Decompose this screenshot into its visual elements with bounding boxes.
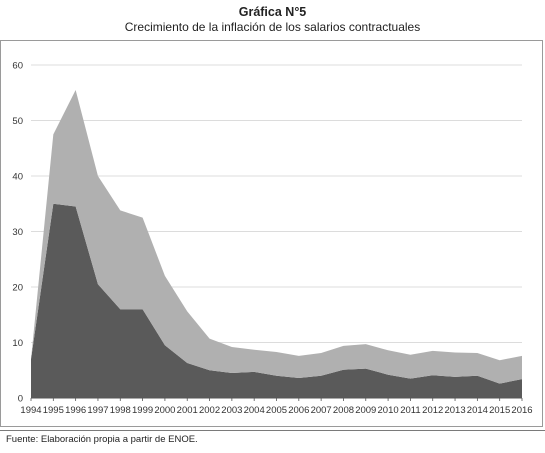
x-tick-label-15: 2009 [355, 405, 376, 416]
x-tick-label-7: 2001 [177, 405, 198, 416]
chart-subtitle: Crecimiento de la inflación de los salar… [124, 20, 421, 34]
area-series-1 [31, 89, 522, 384]
x-tick-label-16: 2010 [378, 405, 399, 416]
y-tick-label-2: 20 [12, 283, 23, 294]
area-series-0 [31, 203, 522, 398]
x-tick-label-3: 1997 [87, 405, 108, 416]
y-tick-label-3: 30 [12, 227, 23, 238]
y-tick-label-4: 40 [12, 172, 23, 183]
x-tick-label-18: 2012 [422, 405, 443, 416]
x-tick-label-13: 2007 [311, 405, 332, 416]
x-tick-label-5: 1999 [132, 405, 153, 416]
x-tick-label-0: 1994 [20, 405, 41, 416]
y-tick-label-0: 0 [18, 394, 23, 405]
x-tick-label-11: 2005 [266, 405, 287, 416]
y-tick-label-5: 50 [12, 116, 23, 127]
x-tick-label-6: 2000 [154, 405, 175, 416]
x-tick-label-2: 1996 [65, 405, 86, 416]
x-tick-label-17: 2011 [400, 405, 420, 416]
chart-frame [0, 40, 543, 427]
x-tick-label-4: 1998 [110, 405, 131, 416]
x-tick-label-1: 1995 [43, 405, 64, 416]
x-tick-label-9: 2003 [221, 405, 242, 416]
x-tick-label-20: 2014 [467, 405, 488, 416]
x-tick-label-22: 2016 [511, 405, 532, 416]
source-note: Fuente: Elaboración propia a partir de E… [6, 434, 198, 445]
x-tick-label-14: 2008 [333, 405, 354, 416]
area-series [31, 89, 522, 398]
y-tick-label-6: 60 [12, 61, 23, 72]
x-tick-label-21: 2015 [489, 405, 510, 416]
grid-lines [31, 64, 522, 343]
title-block: Gráfica N°5 Crecimiento de la inflación … [0, 4, 545, 35]
x-tick-label-8: 2002 [199, 405, 220, 416]
axes [30, 397, 523, 401]
x-tick-label-10: 2004 [244, 405, 265, 416]
y-tick-label-1: 10 [12, 338, 23, 349]
x-tick-label-12: 2006 [288, 405, 309, 416]
chart-title: Gráfica N°5 [238, 5, 307, 19]
source-divider [0, 430, 545, 431]
x-tick-label-19: 2013 [444, 405, 465, 416]
